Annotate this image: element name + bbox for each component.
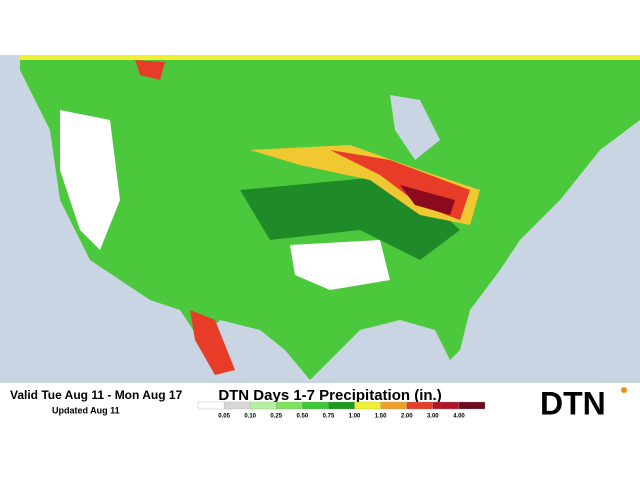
map (0, 55, 640, 425)
legend-label: 3.00 (427, 414, 439, 420)
dry-area (290, 240, 390, 290)
legend-swatch (380, 401, 407, 410)
legend-label: 2.00 (401, 414, 413, 420)
legend-label: 0.10 (244, 414, 256, 420)
map-title: DTN Days 1-7 Precipitation (in.) (218, 387, 441, 404)
wet-area (400, 185, 455, 215)
legend-label: 4.00 (453, 414, 465, 420)
legend-label: 0.75 (323, 414, 335, 420)
legend-swatch (276, 401, 303, 410)
logo-mark (621, 387, 627, 393)
legend-swatch (406, 401, 433, 410)
legend-swatch (458, 401, 486, 410)
legend-label: 0.50 (297, 414, 309, 420)
wet-area (190, 310, 235, 375)
legend-swatch (354, 401, 381, 410)
legend-label: 1.00 (349, 414, 361, 420)
legend-label: 0.05 (218, 414, 230, 420)
wet-area (20, 55, 640, 60)
legend-swatch (432, 401, 460, 410)
legend-swatch (302, 401, 329, 410)
legend-label: 0.25 (270, 414, 282, 420)
legend: 0.05 0.10 0.25 0.50 0.75 1.00 1.50 2.00 3.00 4.00 (197, 401, 486, 420)
legend-label: 1.50 (375, 414, 387, 420)
updated-date: Updated Aug 11 (52, 405, 120, 415)
legend-swatch (250, 401, 277, 410)
logo: DTN (540, 385, 606, 421)
legend-swatch (328, 401, 355, 410)
wet-area (135, 60, 165, 80)
legend-swatch (197, 401, 225, 410)
lake (390, 95, 440, 160)
legend-swatch (223, 401, 251, 410)
dry-area (60, 110, 120, 250)
valid-dates: Valid Tue Aug 11 - Mon Aug 17 (10, 388, 183, 402)
